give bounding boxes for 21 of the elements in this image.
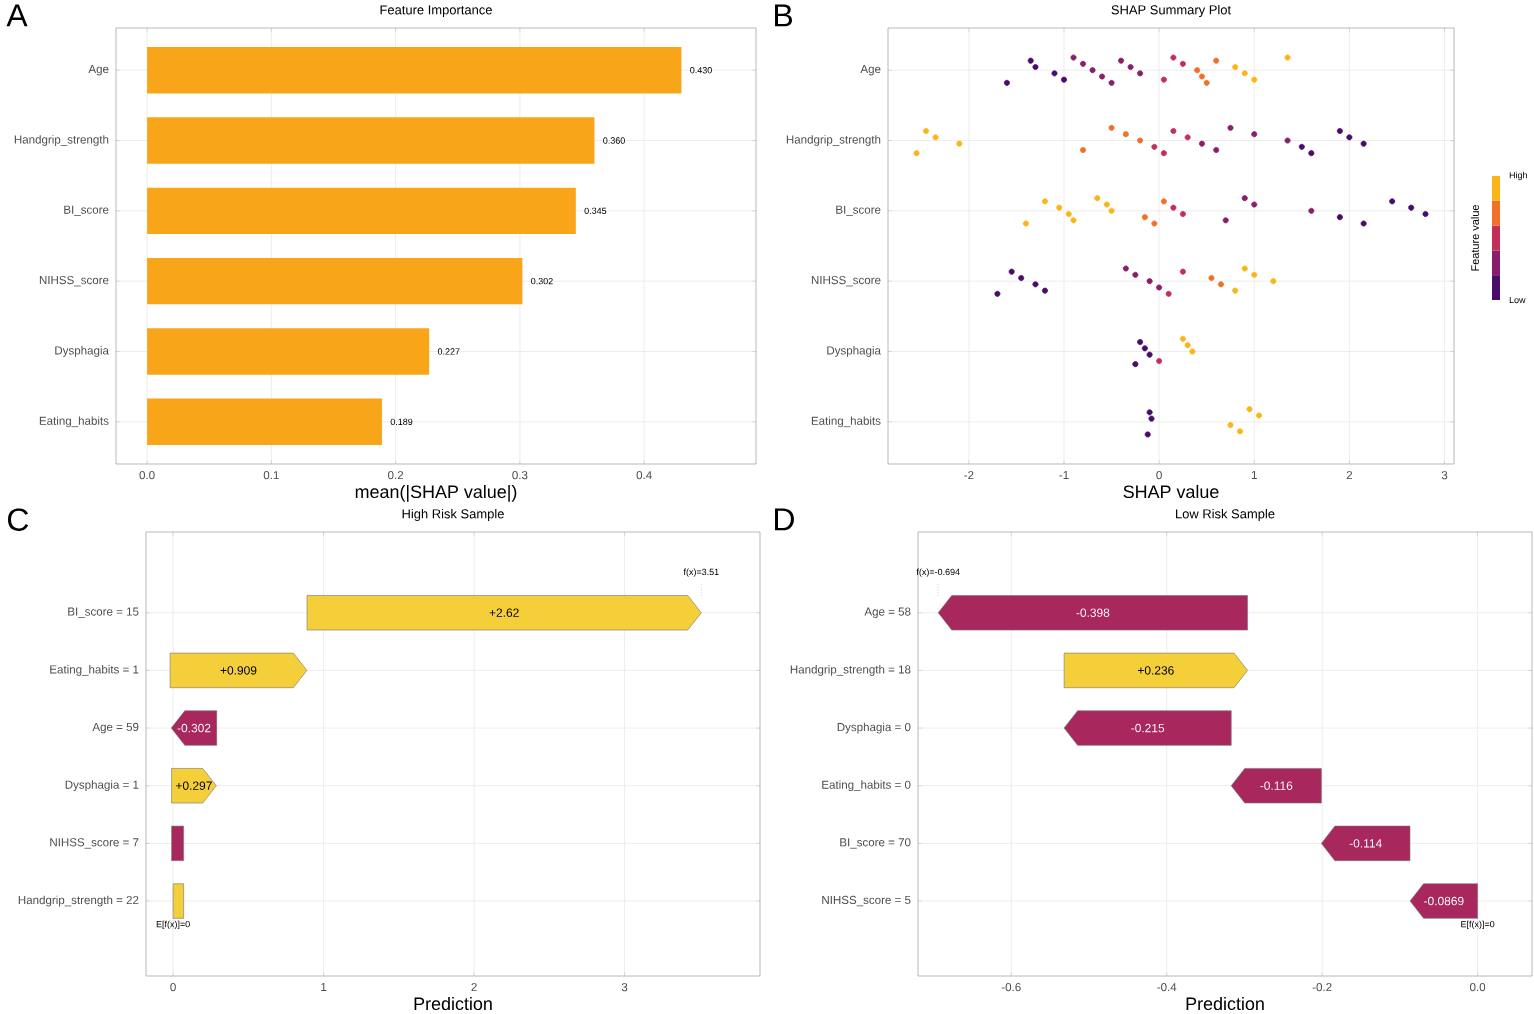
- bar: [147, 257, 523, 305]
- text: C: [8, 508, 29, 531]
- x-axis-title: Prediction: [1186, 996, 1264, 1011]
- text: B: [775, 4, 792, 27]
- bar: [147, 328, 430, 375]
- x-axis-title: SHAP value: [1123, 484, 1219, 499]
- bar: [937, 595, 1248, 631]
- bar: [147, 46, 682, 94]
- text: D: [775, 508, 794, 531]
- bar: [147, 117, 595, 164]
- bar: [147, 187, 576, 235]
- bar: [306, 595, 702, 631]
- bar: [169, 652, 308, 688]
- bar: [1063, 710, 1232, 746]
- text: A: [6, 4, 28, 27]
- bar: [147, 398, 382, 446]
- bar: [172, 883, 184, 919]
- x-axis-title: mean(|SHAP value|): [355, 484, 517, 502]
- bar: [1063, 652, 1248, 688]
- x-axis-title: Prediction: [414, 996, 492, 1011]
- bar: [171, 825, 184, 861]
